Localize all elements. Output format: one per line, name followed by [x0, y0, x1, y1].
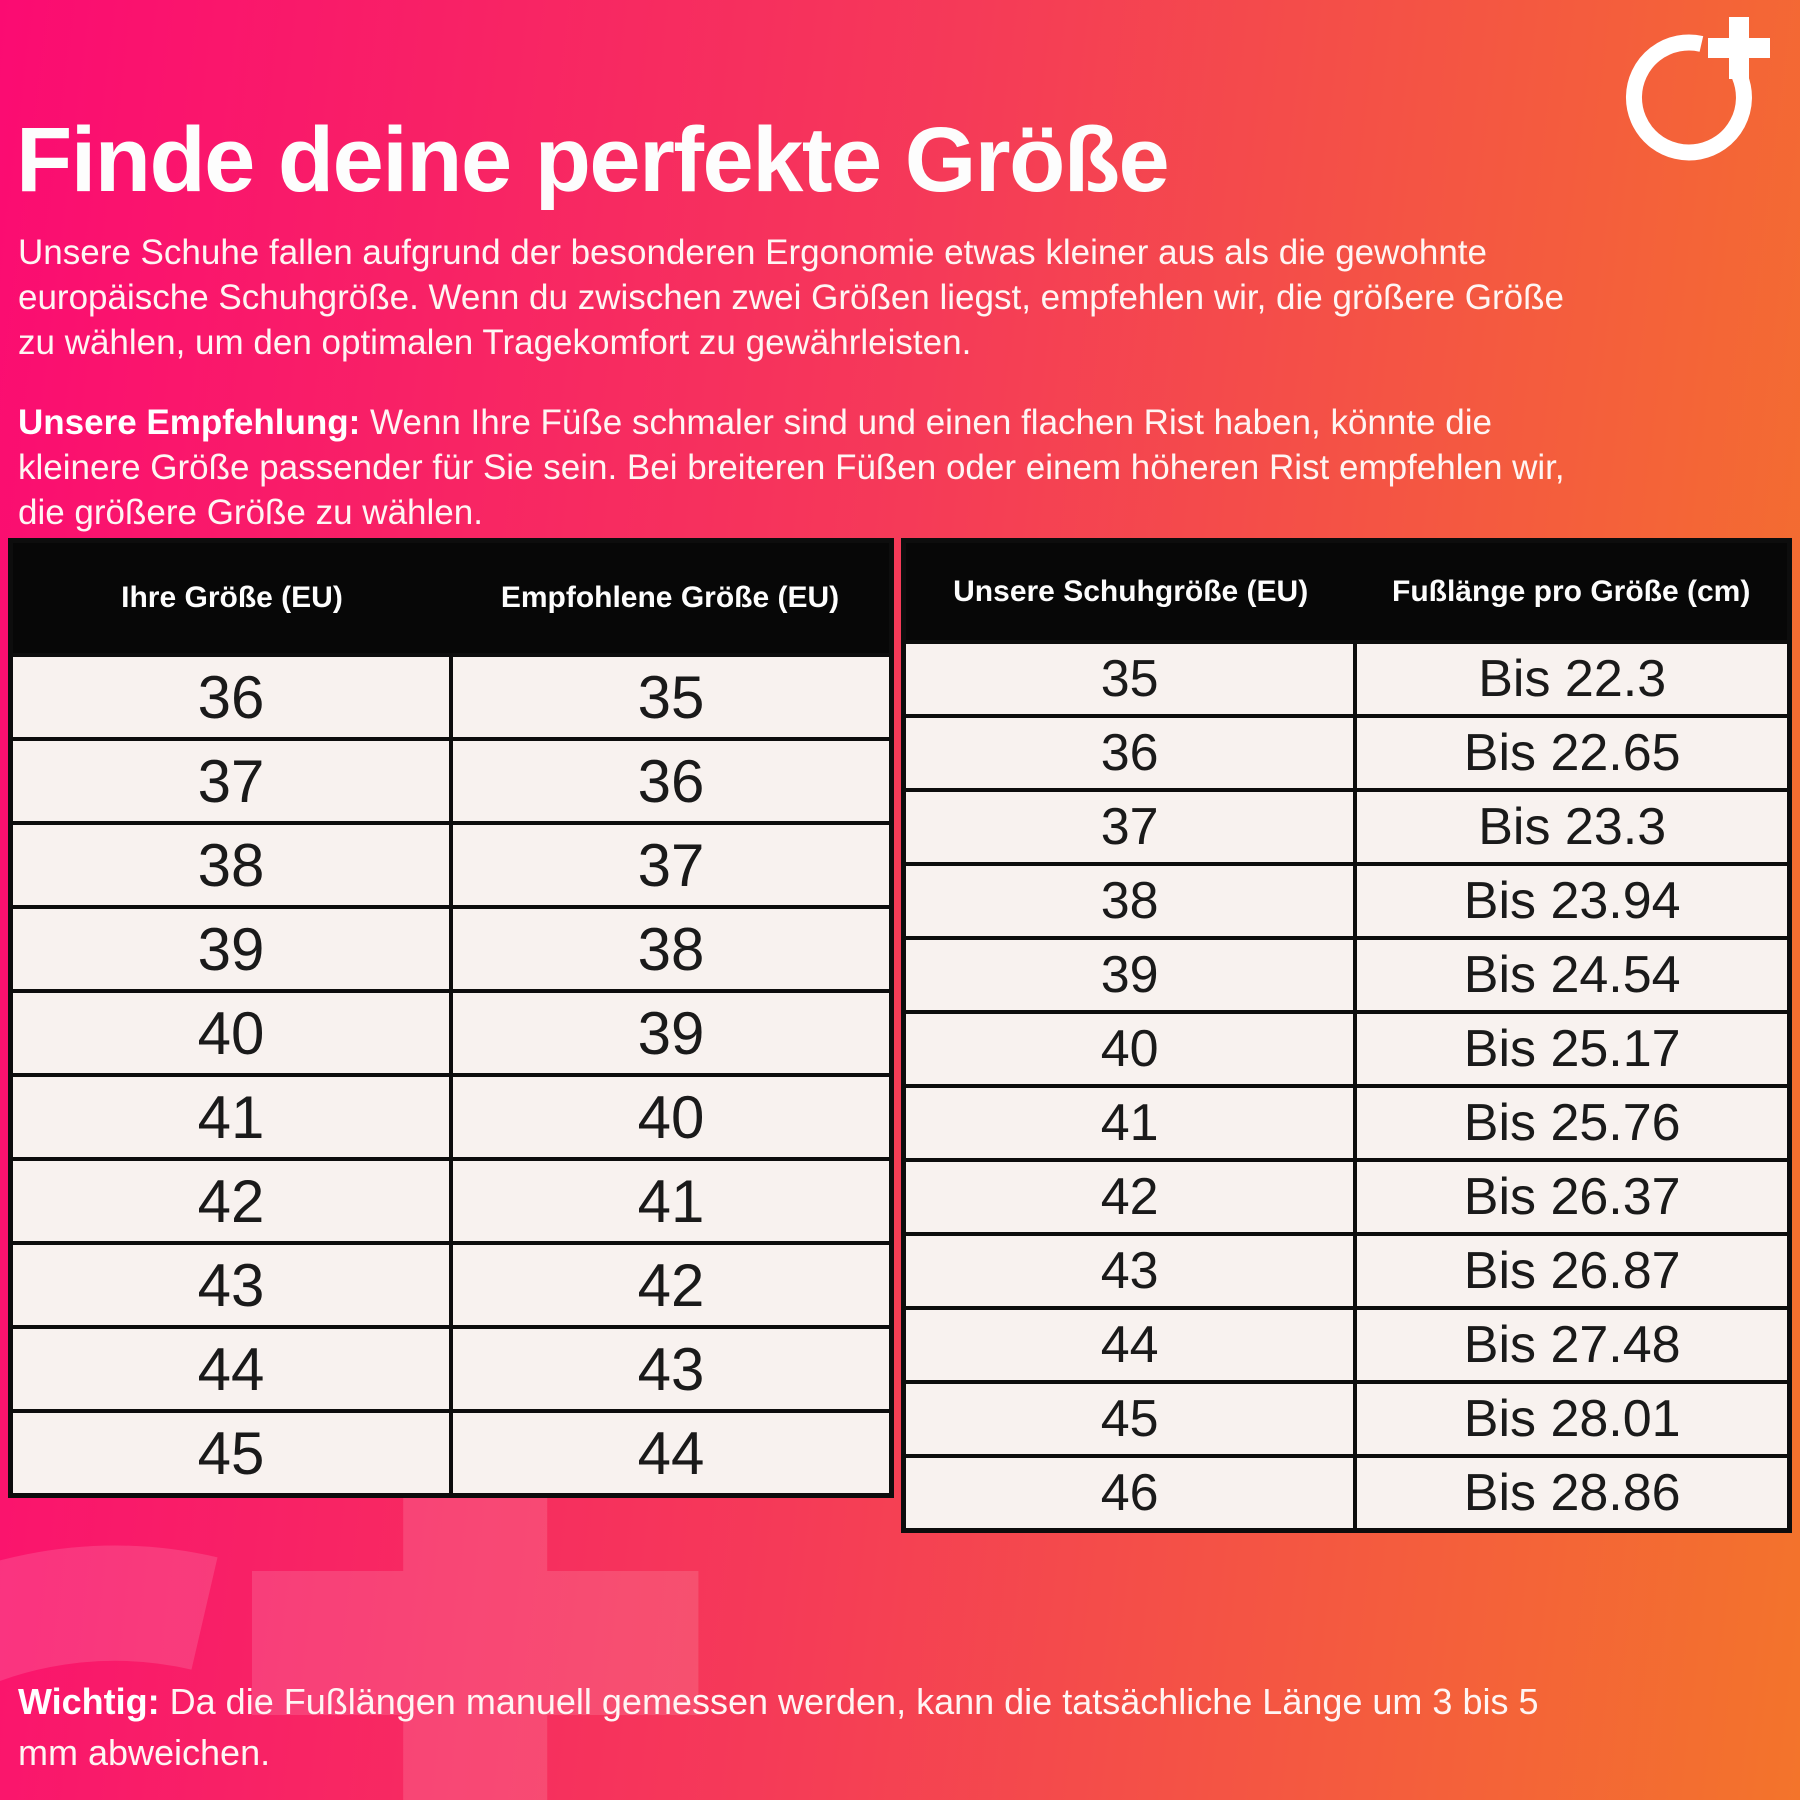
table-row: 45 44: [8, 1409, 894, 1498]
important-note: Wichtig: Da die Fußlängen manuell gemess…: [18, 1676, 1608, 1778]
table-row: 40 39: [8, 989, 894, 1077]
table-cell: 36: [901, 714, 1358, 792]
table-cell: 44: [901, 1306, 1358, 1384]
table-row: 39 38: [8, 905, 894, 993]
table-cell: Bis 28.01: [1353, 1380, 1792, 1458]
table-cell: Bis 23.3: [1353, 788, 1792, 866]
table-cell: 44: [8, 1325, 453, 1413]
table-cell: Bis 28.86: [1353, 1454, 1792, 1533]
size-conversion-table: Ihre Größe (EU) Empfohlene Größe (EU) 36…: [8, 538, 894, 1498]
table-cell: 37: [449, 821, 894, 909]
table-row: 44 Bis 27.48: [901, 1306, 1792, 1384]
recommendation-text: Wenn Ihre Füße schmaler sind und einen f…: [18, 403, 1565, 532]
column-header-ihre-groesse: Ihre Größe (EU): [10, 540, 451, 655]
table-row: 37 Bis 23.3: [901, 788, 1792, 866]
table-cell: 46: [901, 1454, 1358, 1533]
table-cell: 43: [449, 1325, 894, 1413]
table-cell: 37: [901, 788, 1358, 866]
table-row: 38 Bis 23.94: [901, 862, 1792, 940]
table-cell: 36: [449, 737, 894, 825]
table-cell: 39: [901, 936, 1358, 1014]
table-cell: Bis 26.37: [1353, 1158, 1792, 1236]
table-cell: 40: [8, 989, 453, 1077]
table-cell: 38: [901, 862, 1358, 940]
table-row: 39 Bis 24.54: [901, 936, 1792, 1014]
table-cell: 42: [901, 1158, 1358, 1236]
table-cell: Bis 26.87: [1353, 1232, 1792, 1310]
column-header-fusslaenge: Fußlänge pro Größe (cm): [1355, 540, 1790, 642]
table-row: 37 36: [8, 737, 894, 825]
table-cell: Bis 25.76: [1353, 1084, 1792, 1162]
table-row: 44 43: [8, 1325, 894, 1413]
table-header-row: Unsere Schuhgröße (EU) Fußlänge pro Größ…: [903, 540, 1790, 642]
table-cell: 36: [8, 653, 453, 741]
table-cell: 35: [901, 640, 1358, 718]
table-cell: 38: [8, 821, 453, 909]
table-cell: 43: [901, 1232, 1358, 1310]
table-cell: 45: [8, 1409, 453, 1498]
column-header-empfohlene-groesse: Empfohlene Größe (EU): [451, 540, 892, 655]
table-cell: Bis 27.48: [1353, 1306, 1792, 1384]
table-row: 42 41: [8, 1157, 894, 1245]
table-cell: 45: [901, 1380, 1358, 1458]
table-cell: Bis 25.17: [1353, 1010, 1792, 1088]
table-cell: 43: [8, 1241, 453, 1329]
table-cell: Bis 23.94: [1353, 862, 1792, 940]
table-cell: 42: [449, 1241, 894, 1329]
table-row: 45 Bis 28.01: [901, 1380, 1792, 1458]
table-cell: Bis 24.54: [1353, 936, 1792, 1014]
table-cell: 35: [449, 653, 894, 741]
table-row: 41 40: [8, 1073, 894, 1161]
foot-length-table: Unsere Schuhgröße (EU) Fußlänge pro Größ…: [901, 538, 1792, 1533]
table-row: 40 Bis 25.17: [901, 1010, 1792, 1088]
table-row: 41 Bis 25.76: [901, 1084, 1792, 1162]
table-cell: 40: [449, 1073, 894, 1161]
table-cell: 41: [8, 1073, 453, 1161]
table-cell: 39: [8, 905, 453, 993]
table-cell: 41: [901, 1084, 1358, 1162]
table-row: 43 Bis 26.87: [901, 1232, 1792, 1310]
table-cell: Bis 22.3: [1353, 640, 1792, 718]
table-cell: 39: [449, 989, 894, 1077]
table-cell: 37: [8, 737, 453, 825]
table-row: 38 37: [8, 821, 894, 909]
table-cell: 40: [901, 1010, 1358, 1088]
table-cell: Bis 22.65: [1353, 714, 1792, 792]
table-cell: 44: [449, 1409, 894, 1498]
table-cell: 41: [449, 1157, 894, 1245]
important-note-lead: Wichtig:: [18, 1681, 160, 1722]
important-note-text: Da die Fußlängen manuell gemessen werden…: [18, 1681, 1539, 1774]
table-row: 42 Bis 26.37: [901, 1158, 1792, 1236]
column-header-unsere-schuhgroesse: Unsere Schuhgröße (EU): [903, 540, 1356, 642]
table-row: 36 Bis 22.65: [901, 714, 1792, 792]
recommendation-paragraph: Unsere Empfehlung: Wenn Ihre Füße schmal…: [18, 401, 1593, 535]
table-row: 46 Bis 28.86: [901, 1454, 1792, 1533]
table-cell: 42: [8, 1157, 453, 1245]
table-cell: 38: [449, 905, 894, 993]
table-header-row: Ihre Größe (EU) Empfohlene Größe (EU): [10, 540, 892, 655]
table-row: 35 Bis 22.3: [901, 640, 1792, 718]
page-title: Finde deine perfekte Größe: [16, 108, 1170, 211]
o-plus-logo-icon: [1625, 17, 1770, 161]
table-row: 36 35: [8, 653, 894, 741]
intro-paragraph: Unsere Schuhe fallen aufgrund der besond…: [18, 233, 1564, 362]
table-row: 43 42: [8, 1241, 894, 1329]
recommendation-lead: Unsere Empfehlung:: [18, 403, 361, 442]
